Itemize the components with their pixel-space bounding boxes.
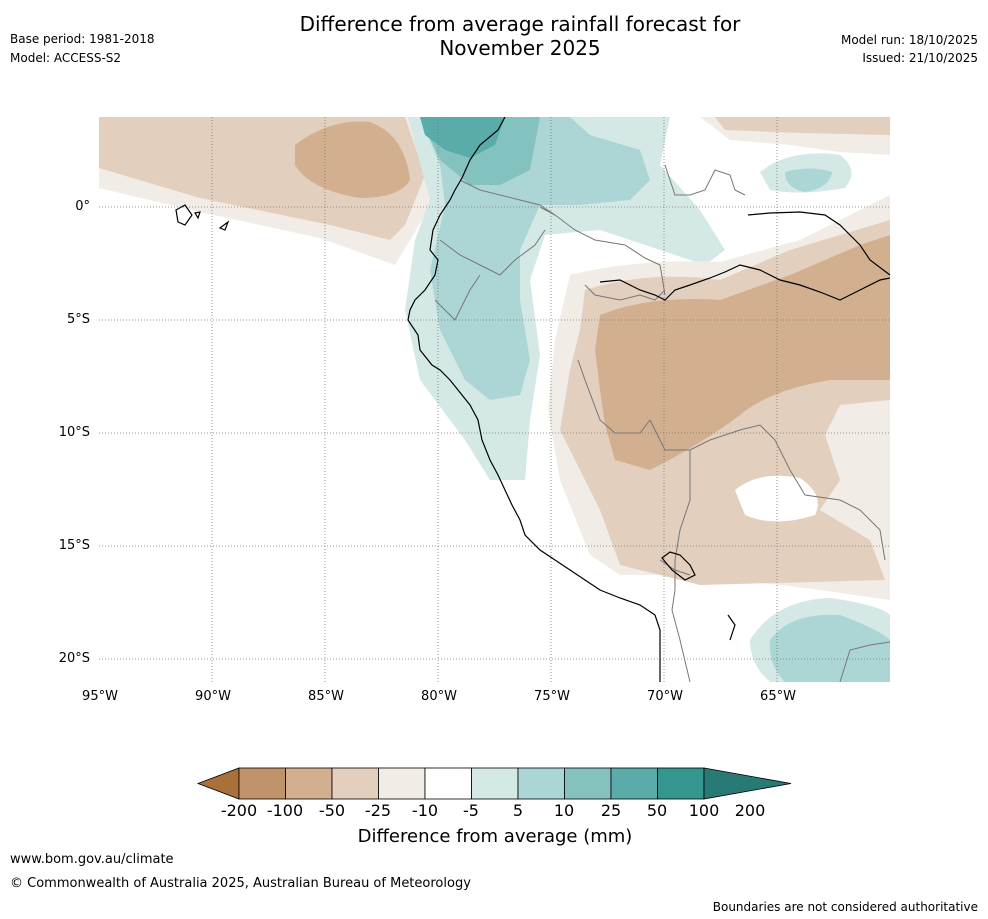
- colorbar-tick: 5: [512, 801, 524, 820]
- colorbar-swatch: [564, 767, 612, 800]
- colorbar-swatch: [471, 767, 519, 800]
- colorbar-tick: 25: [600, 801, 622, 820]
- colorbar-swatch: [424, 767, 472, 800]
- colorbar-swatch: [378, 767, 426, 800]
- issued-date: Issued: 21/10/2025: [862, 51, 978, 65]
- dry-region-offshore-core: [295, 121, 410, 198]
- map-gridlines: [99, 117, 890, 682]
- dry-region-northeast: [715, 117, 890, 135]
- lon-label-80w: 80°W: [421, 689, 457, 704]
- lon-label-90w: 90°W: [195, 689, 231, 704]
- lat-label-20s: 20°S: [58, 651, 90, 666]
- colorbar-swatch: [285, 767, 333, 800]
- lat-label-10s: 10°S: [58, 425, 90, 440]
- coastlines: [175, 117, 890, 682]
- rainfall-anomaly-map: [99, 117, 890, 682]
- colorbar-tick: 100: [688, 801, 720, 820]
- colorbar-swatch: [657, 767, 705, 800]
- colorbar-title: Difference from average (mm): [357, 826, 633, 847]
- copyright-notice: © Commonwealth of Australia 2025, Austra…: [10, 876, 471, 891]
- colorbar-swatch: [610, 767, 658, 800]
- colorbar-tick: -5: [463, 801, 479, 820]
- colorbar-tick: -25: [364, 801, 392, 820]
- colorbar-arrow-high: [703, 767, 792, 800]
- colorbar-arrow-low: [196, 767, 240, 800]
- lat-label-5s: 5°S: [66, 312, 90, 327]
- lon-label-65w: 65°W: [760, 689, 796, 704]
- lat-label-15s: 15°S: [58, 538, 90, 553]
- lon-label-75w: 75°W: [534, 689, 570, 704]
- colorbar-tick: -100: [266, 801, 304, 820]
- wet-region-coast: [420, 117, 650, 400]
- colorbar: [196, 767, 792, 800]
- neutral-region-pocket: [735, 475, 818, 522]
- wet-region-core: [420, 117, 505, 158]
- boundary-disclaimer: Boundaries are not considered authoritat…: [712, 900, 978, 914]
- dry-region-interior-core: [595, 235, 890, 470]
- colorbar-tick: 10: [553, 801, 575, 820]
- colorbar-tick: -50: [318, 801, 346, 820]
- base-period: Base period: 1981-2018: [10, 32, 155, 46]
- lon-label-85w: 85°W: [308, 689, 344, 704]
- lon-label-70w: 70°W: [647, 689, 683, 704]
- model-run: Model run: 18/10/2025: [840, 33, 978, 47]
- wet-region-northeast: [785, 168, 832, 192]
- colorbar-tick: -200: [220, 801, 258, 820]
- colorbar-swatch: [238, 767, 286, 800]
- lon-label-95w: 95°W: [82, 689, 118, 704]
- colorbar-tick: -10: [411, 801, 439, 820]
- country-borders: [434, 164, 890, 682]
- lat-label-0: 0°: [75, 199, 90, 214]
- title-line-2: November 2025: [439, 36, 601, 60]
- wet-region-south: [769, 614, 890, 682]
- footer-url[interactable]: www.bom.gov.au/climate: [10, 852, 174, 867]
- title-line-1: Difference from average rainfall forecas…: [299, 12, 741, 36]
- map-title: Difference from average rainfall forecas…: [250, 12, 790, 60]
- colorbar-swatch: [331, 767, 379, 800]
- model-name: Model: ACCESS-S2: [10, 51, 122, 65]
- colorbar-swatch: [517, 767, 565, 800]
- colorbar-tick: 200: [734, 801, 766, 820]
- colorbar-tick: 50: [646, 801, 668, 820]
